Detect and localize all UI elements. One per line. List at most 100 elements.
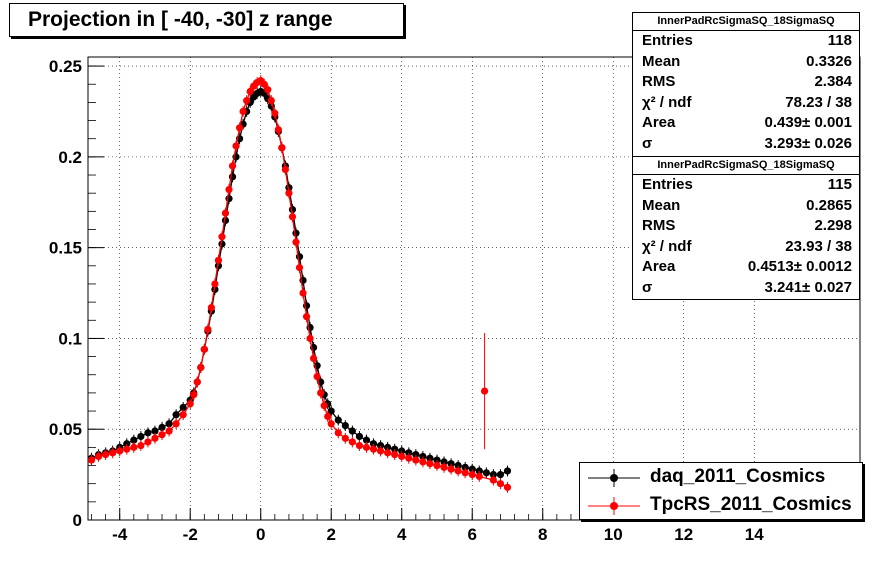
data-point [440,463,448,471]
data-point [94,452,103,461]
data-point [306,334,314,343]
data-point [281,165,290,174]
stats-row-area: Area 0.439± 0.001 [633,113,859,134]
stats-box-name: InnerPadRcSigmaSQ_18SigmaSQ [633,13,859,31]
stats-key: σ [642,134,653,152]
data-point [225,195,233,203]
data-point [207,303,215,312]
data-point [144,438,152,446]
stats-key: σ [642,278,653,296]
data-point [278,144,286,152]
stats-value: 2.384 [814,73,852,90]
data-point [218,233,226,241]
data-point [412,456,420,464]
stats-key: Entries [642,176,693,193]
stats-box-tpcrs: InnerPadRcSigmaSQ_18SigmaSQ Entries 115 M… [632,156,860,300]
data-point [228,162,237,170]
x-tick-label: 12 [674,525,693,544]
stats-key: Area [642,258,676,275]
data-point [327,407,335,415]
data-point [419,458,427,466]
y-tick-label: 0.05 [49,420,82,439]
x-tick-label: 8 [538,525,547,544]
data-point [295,253,304,261]
data-point [292,238,300,246]
stats-value: 118 [827,32,852,49]
data-point [334,429,342,437]
stats-row-mean: Mean 0.2865 [633,196,859,217]
legend-label-tpcrs: TpcRS_2011_Cosmics [650,494,852,515]
data-point [137,432,145,441]
data-point [317,389,325,397]
data-point [285,189,293,197]
data-point [362,443,371,451]
x-tick-label: 6 [468,525,477,544]
data-point [130,436,138,444]
data-point [158,423,166,431]
stats-row-rms: RMS 2.298 [633,216,859,237]
data-point [243,96,251,105]
data-point [341,434,349,442]
stats-value: 78.23 / 38 [785,93,852,111]
stats-value: 3.293± 0.026 [764,134,852,152]
data-point [274,126,282,134]
x-axis: -4 -2 0 2 4 6 8 10 12 14 [91,508,854,544]
stats-box-daq: InnerPadRcSigmaSQ_18SigmaSQ Entries 118 M… [632,12,860,158]
data-point [496,471,505,479]
data-point [334,416,342,424]
series-daq [87,86,512,481]
stats-row-chi2: χ² / ndf 23.93 / 38 [633,237,859,258]
data-point [172,411,180,419]
data-point [271,109,279,117]
data-point [232,142,240,150]
stats-row-area: Area 0.4513± 0.0012 [633,257,859,278]
stats-key: χ² / ndf [642,93,692,111]
data-point [137,441,145,450]
data-point [123,445,131,453]
data-point [480,387,489,395]
y-axis: 0 0.05 0.1 0.15 0.2 0.25 [49,57,104,530]
data-point [454,467,462,475]
data-point [482,469,490,477]
data-point [391,451,399,459]
data-point [348,438,356,446]
y-tick-label: 0.15 [49,239,82,258]
data-point [310,354,318,363]
data-point [292,229,300,237]
data-point [405,454,413,462]
data-point [204,325,212,333]
data-point [496,480,505,488]
legend-marker-daq [588,469,640,487]
data-point [179,403,187,412]
data-point [197,363,205,372]
data-point [355,441,364,450]
stats-value: 0.439± 0.001 [764,114,852,131]
data-point [320,402,328,410]
stats-key: Mean [642,196,681,214]
data-point [116,447,124,455]
data-point [285,184,293,192]
x-tick-label: 2 [326,525,335,544]
stats-row-entries: Entries 115 [633,175,859,196]
data-point [158,431,166,439]
data-point [211,280,219,288]
data-point [221,209,230,217]
data-point [179,411,187,419]
legend-marker-tpcrs [588,497,640,515]
data-point [348,427,356,435]
data-point [468,471,476,479]
data-point [151,427,159,435]
series-line [91,90,508,476]
stats-value: 3.241± 0.027 [764,278,852,296]
stats-row-chi2: χ² / ndf 78.23 / 38 [633,93,859,114]
data-point [165,427,173,435]
stats-row-sigma: σ 3.241± 0.027 [633,278,859,299]
data-point [341,421,349,430]
data-point [302,313,311,321]
stats-row-mean: Mean 0.3326 [633,52,859,73]
y-tick-label: 0 [73,511,82,530]
stats-value: 115 [827,176,852,193]
data-point [295,264,304,272]
x-tick-label: -4 [112,525,128,544]
